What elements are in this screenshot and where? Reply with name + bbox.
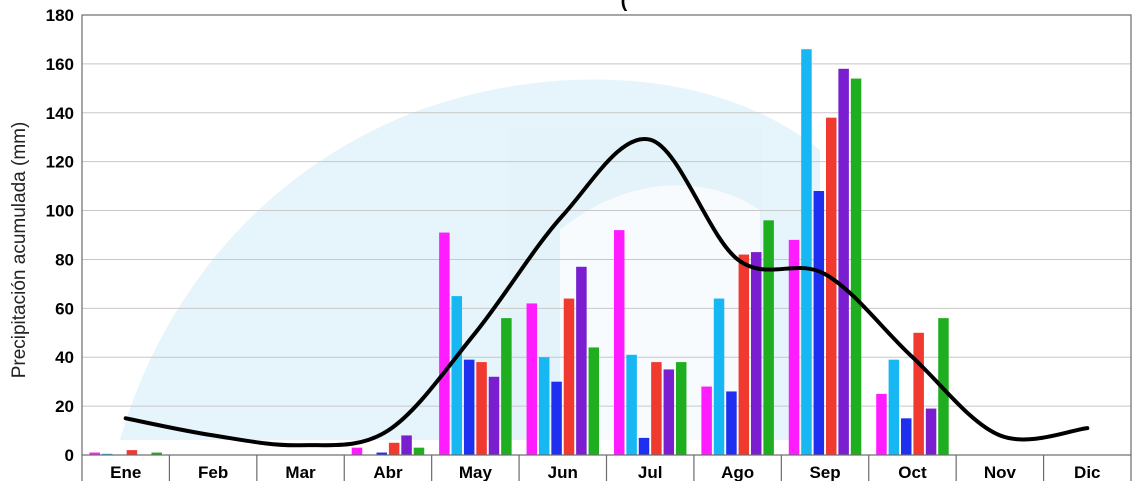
bar [89,452,100,455]
y-tick-label: 120 [46,153,74,172]
bar [825,117,837,456]
x-tick-label: Oct [898,463,927,481]
bar [613,230,625,455]
bar [738,254,750,455]
y-tick-label: 160 [46,55,74,74]
bar [925,408,937,455]
x-tick-labels: Ene Feb Mar Abr May Jun Jul Ago Sep Oct Nov Dic [110,463,1100,481]
bar [888,359,900,455]
bar [763,220,774,455]
y-tick-label: 0 [65,446,74,465]
x-tick-label: Dic [1074,463,1100,481]
bar [388,442,400,455]
bar [801,49,812,455]
bar [563,298,575,455]
bar [876,393,887,455]
bar [413,447,425,455]
x-tick-label: May [459,463,493,481]
bar [663,369,675,455]
bars [89,49,949,456]
bar [576,266,587,455]
bar [750,252,762,455]
y-tick-label: 100 [46,202,74,221]
bar [788,239,800,455]
x-tick-label: Jul [638,463,663,481]
bar [538,357,550,455]
bar [726,391,737,455]
bar [651,362,662,455]
y-tick-label: 60 [55,299,74,318]
bar [463,359,475,455]
y-axis-label: Precipitación acumulada (mm) [9,122,30,379]
y-tick-label: 180 [46,6,74,25]
bar [588,347,600,455]
x-tick-label: Jun [548,463,578,481]
y-tick-labels: 0 20 40 60 80 100 120 140 160 180 [46,6,74,465]
bar [901,418,912,455]
bar [476,362,487,455]
bar [151,452,162,455]
bar [526,303,538,455]
bar [376,452,388,455]
y-tick-label: 80 [55,250,74,269]
bar [701,386,712,455]
bar [126,450,138,455]
bar [501,318,512,455]
x-tick-label: Feb [198,463,228,481]
bar [626,354,637,455]
x-tick-label: Sep [809,463,840,481]
trend-line [123,137,1090,448]
bar [351,447,363,455]
axes [81,14,1132,481]
chart-title: ( [621,0,628,12]
bar [638,437,650,455]
x-tick-label: Ago [721,463,754,481]
bar [850,78,862,455]
bar [101,453,113,455]
bar [551,381,562,455]
y-tick-label: 40 [55,348,74,367]
bar [451,296,463,455]
x-tick-label: Ene [110,463,141,481]
bar [401,435,412,455]
bar [675,362,687,455]
bar [913,332,924,455]
bar [838,68,849,455]
bar [488,376,500,455]
y-tick-label: 140 [46,104,74,123]
x-tick-label: Mar [285,463,316,481]
x-tick-label: Nov [984,463,1017,481]
y-tick-label: 20 [55,397,74,416]
bar [713,298,725,455]
x-tick-label: Abr [373,463,403,481]
bar [813,191,825,455]
trend-line-path [123,137,1090,448]
bar [439,232,450,455]
